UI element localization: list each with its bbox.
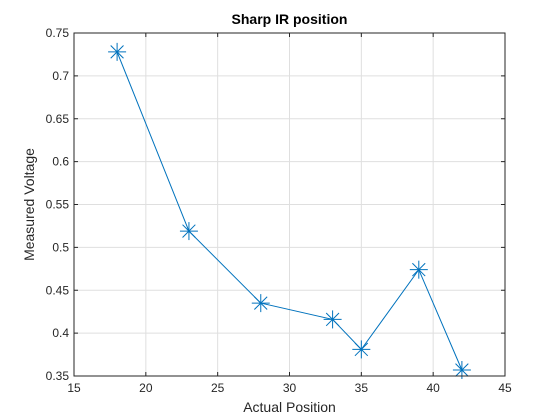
x-tick-label: 40	[426, 381, 440, 395]
data-point	[179, 222, 198, 241]
tick-marks	[73, 32, 506, 377]
y-tick-label: 0.4	[52, 326, 69, 340]
data-point	[409, 260, 428, 279]
y-tick-label: 0.6	[52, 155, 69, 169]
y-tick-labels: 0.35 0.4 0.45 0.5 0.55 0.6 0.65 0.7 0.75	[46, 26, 70, 383]
y-tick-label: 0.35	[46, 369, 70, 383]
y-tick-label: 0.45	[46, 283, 70, 297]
series-layer	[108, 42, 471, 379]
x-tick-label: 25	[211, 381, 225, 395]
y-tick-label: 0.5	[52, 240, 69, 254]
data-point	[251, 294, 270, 313]
x-tick-labels: 15 20 25 30 35 40 45	[67, 381, 512, 395]
x-tick-label: 35	[355, 381, 369, 395]
x-tick-label: 30	[283, 381, 297, 395]
chart-title: Sharp IR position	[232, 11, 348, 27]
data-point	[108, 42, 127, 61]
data-point	[323, 310, 342, 329]
x-tick-label: 15	[67, 381, 81, 395]
x-tick-label: 45	[498, 381, 512, 395]
x-tick-label: 20	[139, 381, 153, 395]
data-point	[352, 340, 371, 359]
y-tick-label: 0.65	[46, 112, 70, 126]
y-axis-title: Measured Voltage	[21, 148, 37, 261]
y-tick-label: 0.55	[46, 198, 70, 212]
y-tick-label: 0.7	[52, 69, 69, 83]
x-axis-title: Actual Position	[243, 399, 336, 415]
data-point	[452, 360, 471, 379]
y-tick-label: 0.75	[46, 26, 70, 40]
